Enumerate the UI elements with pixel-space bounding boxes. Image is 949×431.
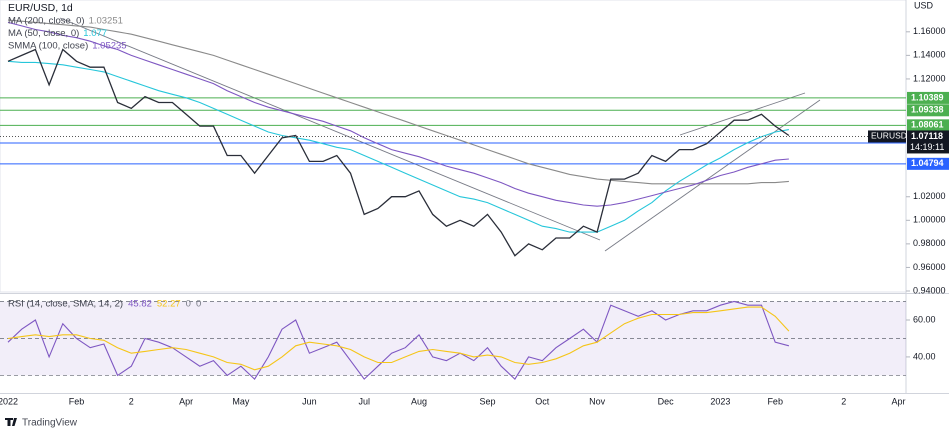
y-tick-label: 0.98000 xyxy=(913,238,946,248)
y-tick-label: 1.12000 xyxy=(913,73,946,83)
level-label-box xyxy=(907,119,949,132)
x-tick-label: Jul xyxy=(358,396,370,406)
price-line xyxy=(7,48,790,257)
rsi-legend-value: 0 xyxy=(196,299,201,310)
symbol-box xyxy=(868,130,906,143)
rsi-legend-value: 0 xyxy=(186,299,191,310)
y-tick-label: 60.00 xyxy=(913,314,936,324)
indicator-line xyxy=(7,306,790,371)
countdown: 14:19:11 xyxy=(910,142,944,152)
x-tick-label: Sep xyxy=(479,396,495,406)
x-tick-label: 2023 xyxy=(710,396,730,406)
trendline xyxy=(679,92,806,136)
legend-value: 1.05235 xyxy=(92,41,126,52)
indicator-line xyxy=(7,19,789,185)
y-tick-label: 1.14000 xyxy=(913,50,946,60)
level-label-box xyxy=(907,91,949,104)
trendline xyxy=(59,17,601,241)
y-tick-label: 0.94000 xyxy=(913,285,946,295)
x-tick-label: Apr xyxy=(891,396,905,406)
y-tick-label: 0.96000 xyxy=(913,262,946,272)
legend-name: MA (200, close, 0) xyxy=(8,16,85,27)
rsi-legend-value: 52.27 xyxy=(157,299,181,310)
level-label: 1.10389 xyxy=(911,92,944,102)
last-price: 1.07118 xyxy=(911,131,943,141)
x-tick-label: May xyxy=(232,396,250,406)
rsi-legend-value: 45.82 xyxy=(128,299,152,310)
x-tick-label: Apr xyxy=(179,396,193,406)
level-label: 1.04794 xyxy=(911,158,944,168)
axis-unit: USD xyxy=(914,0,934,10)
brand-logo xyxy=(5,418,17,426)
x-tick-label: Jun xyxy=(302,396,317,406)
legend-value: 1.03251 xyxy=(89,16,123,27)
x-tick-label: Nov xyxy=(589,396,606,406)
last-price-box xyxy=(907,130,949,154)
x-tick-label: 2 xyxy=(129,396,134,406)
indicator-line xyxy=(7,21,789,207)
indicator-line xyxy=(7,60,789,233)
symbol-title: EUR/USD, 1d xyxy=(8,2,73,14)
legend-name: MA (50, close, 0) xyxy=(8,28,79,39)
x-tick-label: Feb xyxy=(69,396,85,406)
level-label: 1.08061 xyxy=(911,120,944,130)
symbol-label: EURUSD xyxy=(871,131,907,141)
x-tick-label: Aug xyxy=(411,396,427,406)
level-label-box xyxy=(907,104,949,117)
y-tick-label: 1.02000 xyxy=(913,191,946,201)
x-tick-label: Dec xyxy=(658,396,675,406)
legend-name: SMMA (100, close) xyxy=(8,41,88,52)
level-label: 1.09338 xyxy=(911,105,944,115)
brand: TradingView xyxy=(22,418,78,429)
level-label-box xyxy=(907,157,949,170)
y-tick-label: 1.16000 xyxy=(913,26,946,36)
x-tick-label: Feb xyxy=(767,396,783,406)
y-tick-label: 1.00000 xyxy=(913,215,946,225)
rsi-legend-name: RSI (14, close, SMA, 14, 2) xyxy=(8,299,123,310)
x-tick-label: 2022 xyxy=(0,396,18,406)
y-tick-label: 40.00 xyxy=(913,351,936,361)
x-tick-label: 2 xyxy=(841,396,846,406)
legend-value: 1.077 xyxy=(83,28,107,39)
x-tick-label: Oct xyxy=(535,396,550,406)
